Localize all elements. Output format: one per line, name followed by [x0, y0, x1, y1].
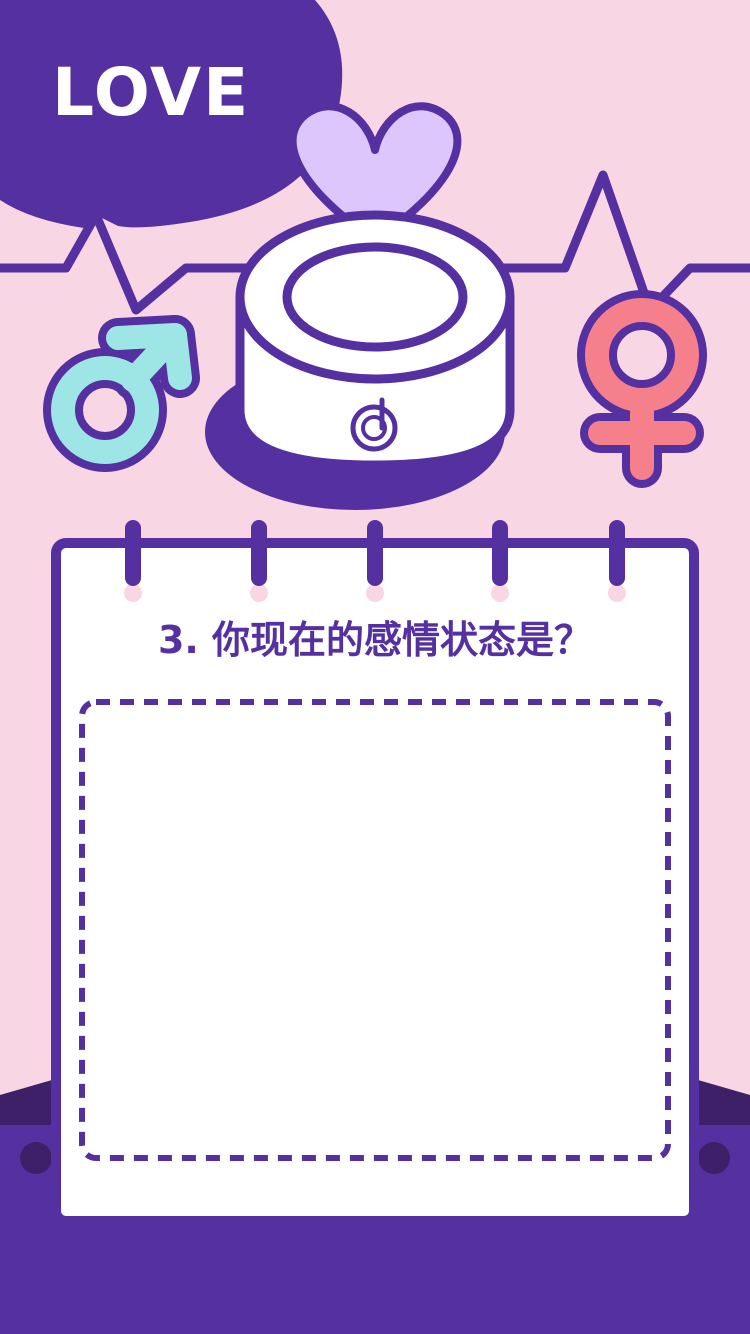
- female-symbol-icon: [577, 290, 707, 488]
- heart-icon: [288, 102, 462, 244]
- answer-box-border: [79, 699, 671, 1161]
- binder-rings: [124, 520, 626, 602]
- male-symbol-icon: [43, 315, 200, 472]
- table-fold-left: [0, 1080, 52, 1125]
- love-speech-bubble: [0, 0, 343, 228]
- table-fold-right: [698, 1080, 750, 1125]
- table-dot-left: [20, 1142, 52, 1174]
- love-label: LOVE: [52, 54, 251, 131]
- answer-area[interactable]: [80, 700, 670, 1160]
- music-note-logo-icon: [350, 397, 398, 452]
- table-dot-right: [698, 1142, 730, 1174]
- smart-speaker: [235, 210, 515, 470]
- question-title: 3. 你现在的感情状态是？: [157, 618, 593, 662]
